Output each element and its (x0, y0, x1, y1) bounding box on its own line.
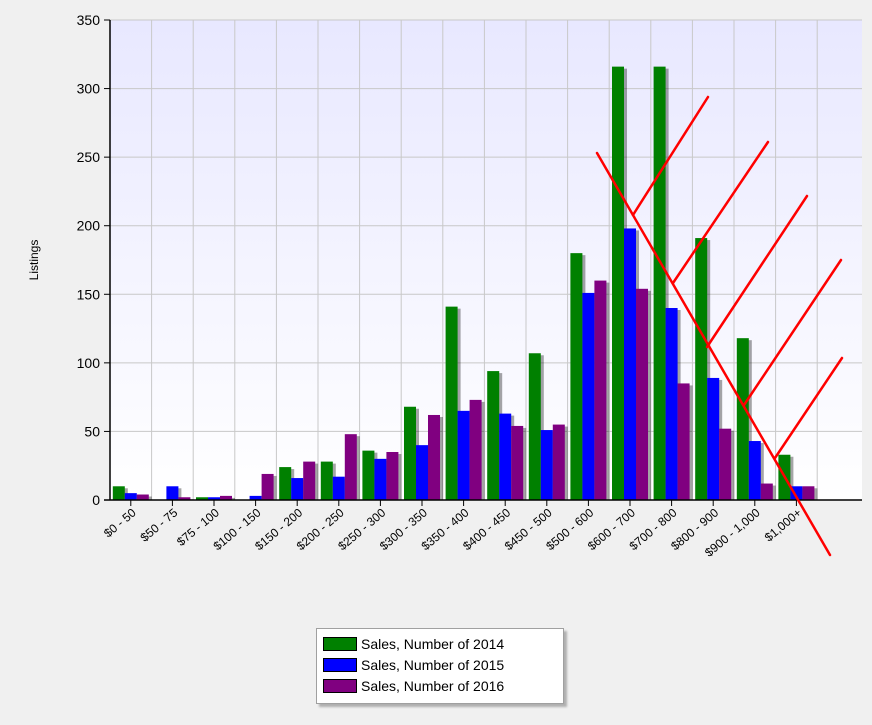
x-tick-label: $0 - 50 (101, 505, 139, 540)
bar-2015 (540, 430, 553, 500)
bar-2016 (261, 473, 274, 500)
bar-2016 (636, 288, 648, 500)
bar-2015 (249, 495, 262, 500)
y-tick-label: 350 (77, 12, 101, 28)
bar-2016 (386, 452, 399, 500)
bar-2016 (677, 383, 690, 500)
bar-2015 (582, 292, 595, 500)
y-tick-labels: 0 50 100 150 200 250 300 350 (77, 12, 101, 508)
plot-area (110, 20, 862, 500)
bar-2014 (653, 66, 666, 500)
y-tick-label: 0 (92, 492, 100, 508)
y-tick-label: 150 (77, 286, 101, 302)
bar-2014 (528, 353, 541, 500)
bar-2015 (124, 493, 137, 500)
bar-2015 (416, 445, 428, 500)
x-tick-label: $1,000+ (762, 506, 804, 545)
legend-item-2016: Sales, Number of 2016 (323, 675, 557, 696)
red-strike-annotation (595, 95, 844, 557)
y-tick-label: 300 (77, 81, 101, 97)
annotation-hatch-line (705, 194, 809, 349)
axes (104, 19, 862, 506)
bar-2016 (719, 428, 732, 500)
bar-2015 (374, 458, 387, 500)
bar-2016 (220, 495, 232, 500)
bar-2014 (736, 338, 749, 500)
bar-2014 (570, 253, 583, 500)
bar-2014 (196, 497, 208, 500)
bar-2014 (487, 371, 500, 500)
bar-2016 (136, 494, 149, 500)
bar-2014 (445, 306, 458, 500)
bar-2014 (695, 238, 708, 501)
y-tick-label: 100 (77, 355, 101, 371)
bar-2015 (665, 308, 678, 500)
bar-2014 (404, 406, 416, 500)
bar-2015 (748, 441, 761, 500)
bar-2014 (612, 66, 624, 500)
bar-2015 (166, 486, 179, 500)
bar-2016 (428, 414, 440, 500)
bar-2016 (594, 280, 607, 500)
annotation-hatch-line (742, 258, 843, 407)
annotation-hatch-line (631, 95, 710, 217)
bar-2015 (499, 413, 512, 500)
bar-2016 (760, 483, 773, 500)
bar-2014 (320, 461, 333, 500)
annotation-hatch-line (671, 140, 770, 285)
legend-label-2014: Sales, Number of 2014 (361, 635, 505, 652)
bar-2015 (291, 478, 304, 500)
bars (112, 66, 818, 501)
bar-2014 (112, 486, 125, 500)
bar-2015 (707, 377, 720, 500)
legend-swatch-2015 (323, 657, 357, 672)
bar-2016 (303, 461, 316, 500)
legend-item-2014: Sales, Number of 2014 (323, 633, 557, 654)
bar-2016 (511, 425, 524, 500)
bar-2015 (624, 228, 636, 500)
y-tick-label: 50 (84, 423, 100, 439)
legend-swatch-2014 (323, 636, 357, 651)
legend-label-2016: Sales, Number of 2016 (361, 677, 505, 694)
bar-2016 (344, 434, 357, 500)
bar-2016 (552, 424, 565, 500)
legend-item-2015: Sales, Number of 2015 (323, 654, 557, 675)
bar-2016 (802, 486, 815, 500)
bar-2015 (332, 476, 345, 500)
bar-2014 (362, 450, 375, 500)
annotation-diagonal-line (595, 151, 832, 557)
legend-label-2015: Sales, Number of 2015 (361, 656, 505, 673)
bar-2016 (469, 399, 482, 500)
bar-2015 (457, 410, 470, 500)
y-tick-label: 200 (77, 218, 101, 234)
bar-2016 (178, 497, 191, 500)
y-tick-label: 250 (77, 149, 101, 165)
x-tick-labels: $0 - 50$50 - 75$75 - 100$100 - 150$150 -… (101, 505, 804, 559)
bar-2014 (279, 467, 292, 500)
annotation-hatch-line (773, 356, 844, 460)
y-axis-label: Listings (27, 240, 41, 281)
legend-swatch-2016 (323, 678, 357, 693)
legend: Sales, Number of 2014 Sales, Number of 2… (316, 628, 564, 704)
bar-2015 (208, 497, 220, 500)
